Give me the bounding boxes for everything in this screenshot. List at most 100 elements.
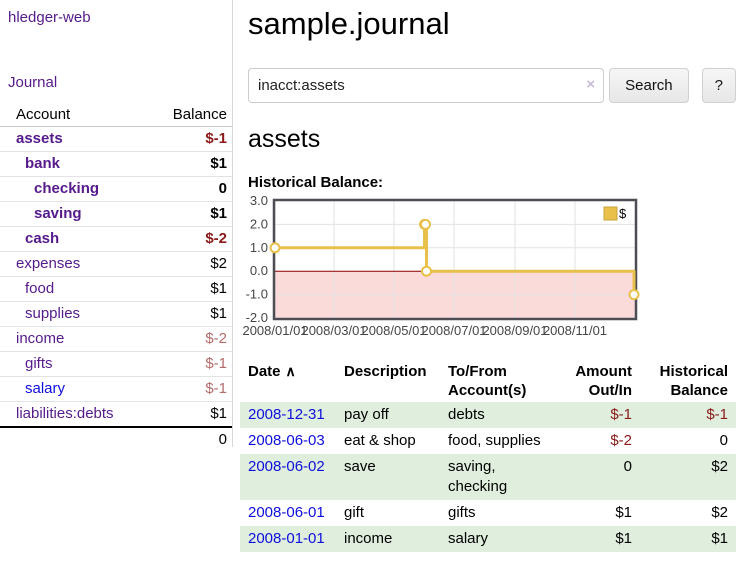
account-balance: $-1 [140, 126, 232, 152]
page-title: sample.journal [248, 6, 450, 41]
plot-border [272, 198, 638, 321]
transaction-description: gift [344, 504, 365, 521]
account-row: saving $1 [0, 201, 232, 227]
transaction-accounts: debts [448, 406, 485, 423]
transaction-description: save [344, 458, 376, 475]
account-link[interactable]: saving [34, 205, 82, 222]
sort-ascending-icon: ∧ [285, 363, 296, 379]
journal-header-accounts-line1: To/From [448, 363, 507, 380]
account-balance: $2 [140, 251, 232, 277]
account-link[interactable]: income [16, 330, 65, 347]
data-point-marker [419, 218, 431, 230]
chart-title: Historical Balance: [248, 174, 384, 191]
account-row: checking 0 [0, 176, 232, 202]
y-axis-tick-label: 3.0 [250, 193, 268, 208]
transaction-description: pay off [344, 406, 389, 423]
transaction-amount: $-2 [610, 432, 632, 449]
search-bar: × Search ? [248, 68, 736, 103]
sidebar: hledger-web Journal Account Balance asse… [0, 0, 233, 452]
transaction-accounts: salary [448, 530, 489, 547]
journal-header-balance-line2: Balance [670, 382, 728, 399]
transaction-accounts: gifts [448, 504, 476, 521]
accounts-total-spacer [0, 426, 140, 452]
account-balance: $1 [140, 301, 232, 327]
accounts-total-value: 0 [140, 426, 232, 452]
account-row: income $-2 [0, 326, 232, 352]
accounts-total-row: 0 [0, 426, 232, 452]
journal-header-description: Description [344, 363, 427, 380]
journal-row: 2008-01-01 income salary $1 $1 [240, 526, 736, 552]
account-balance: $1 [140, 201, 232, 227]
legend-label: $ [619, 206, 627, 221]
x-axis-tick-label: 2008/03/01 [301, 323, 366, 338]
accounts-header-balance: Balance [140, 104, 232, 127]
transaction-balance: $2 [711, 458, 728, 475]
account-link[interactable]: supplies [25, 305, 81, 322]
account-balance: $-1 [140, 351, 232, 377]
account-row: liabilities:debts $1 [0, 402, 232, 428]
x-axis-tick-label: 2008/01/01 [242, 323, 307, 338]
account-balance: $1 [210, 405, 227, 422]
transaction-date-link[interactable]: 2008-06-02 [248, 458, 325, 475]
transaction-description: income [344, 530, 393, 547]
account-row: bank $1 [0, 151, 232, 177]
transaction-amount: $1 [615, 504, 632, 521]
account-row: cash $-2 [0, 226, 232, 252]
sidebar-item-journal[interactable]: Journal [8, 74, 58, 91]
journal-row: 2008-06-02 save saving, checking 0 $2 [240, 454, 736, 500]
x-axis-tick-label: 2008/09/01 [482, 323, 547, 338]
journal-header-balance: Historical Balance [640, 360, 736, 402]
transaction-date-link[interactable]: 2008-12-31 [248, 406, 325, 423]
transaction-date-link[interactable]: 2008-01-01 [248, 530, 325, 547]
y-axis-tick-label: 2.0 [250, 216, 268, 231]
account-heading: assets [248, 125, 321, 153]
account-row: assets $-1 [0, 126, 232, 152]
account-link[interactable]: expenses [16, 255, 81, 272]
legend-swatch [603, 206, 618, 221]
account-row: food $1 [0, 276, 232, 302]
account-link[interactable]: assets [16, 130, 63, 147]
account-balance: $-1 [140, 376, 232, 402]
journal-header-accounts: To/From Account(s) [440, 360, 560, 402]
y-axis-tick-label: 0.0 [250, 263, 268, 278]
journal-row: 2008-06-03 eat & shop food, supplies $-2 0 [240, 428, 736, 454]
account-link[interactable]: checking [34, 180, 100, 197]
journal-header-date[interactable]: Date ∧ [240, 360, 336, 402]
journal-header-row: Date ∧ Description To/From Account(s) Amo… [240, 360, 736, 402]
journal-header-amount-line1: Amount [575, 363, 632, 380]
transaction-amount: $1 [615, 530, 632, 547]
account-row: supplies $1 [0, 301, 232, 327]
account-link[interactable]: bank [25, 155, 61, 172]
account-balance: $1 [140, 276, 232, 302]
journal-header-balance-line1: Historical [659, 363, 728, 380]
journal-table: Date ∧ Description To/From Account(s) Amo… [240, 360, 736, 552]
account-link[interactable]: salary [25, 380, 66, 397]
account-link[interactable]: liabilities:debts [16, 405, 114, 422]
transaction-balance: $-1 [706, 406, 728, 423]
chart-canvas: $3.0 2.0 1.0 0.0 -1.0 -2.02008/01/012008/03/0… [242, 193, 640, 338]
journal-header-accounts-line2: Account(s) [448, 382, 527, 399]
data-point-marker [420, 265, 432, 277]
clear-search-icon[interactable]: × [586, 76, 596, 93]
journal-header-amount: Amount Out/In [560, 360, 640, 402]
help-button[interactable]: ? [701, 68, 736, 103]
search-input[interactable] [248, 68, 605, 103]
account-row: salary $-1 [0, 376, 232, 402]
account-balance: $-2 [140, 226, 232, 252]
account-balance: $1 [140, 151, 232, 177]
brand-link[interactable]: hledger-web [8, 9, 91, 26]
x-axis-tick-label: 2008/07/01 [421, 323, 486, 338]
transaction-amount: 0 [623, 458, 632, 475]
journal-row: 2008-12-31 pay off debts $-1 $-1 [240, 402, 736, 428]
account-balance: $-2 [140, 326, 232, 352]
account-link[interactable]: food [25, 280, 55, 297]
account-link[interactable]: cash [25, 230, 60, 247]
account-link[interactable]: gifts [25, 355, 53, 372]
account-row: expenses $2 [0, 251, 232, 277]
data-point-marker [628, 289, 640, 301]
transaction-date-link[interactable]: 2008-06-01 [248, 504, 325, 521]
transaction-description: eat & shop [344, 432, 416, 449]
search-button[interactable]: Search [609, 68, 689, 103]
data-point-marker [269, 242, 281, 254]
transaction-date-link[interactable]: 2008-06-03 [248, 432, 325, 449]
